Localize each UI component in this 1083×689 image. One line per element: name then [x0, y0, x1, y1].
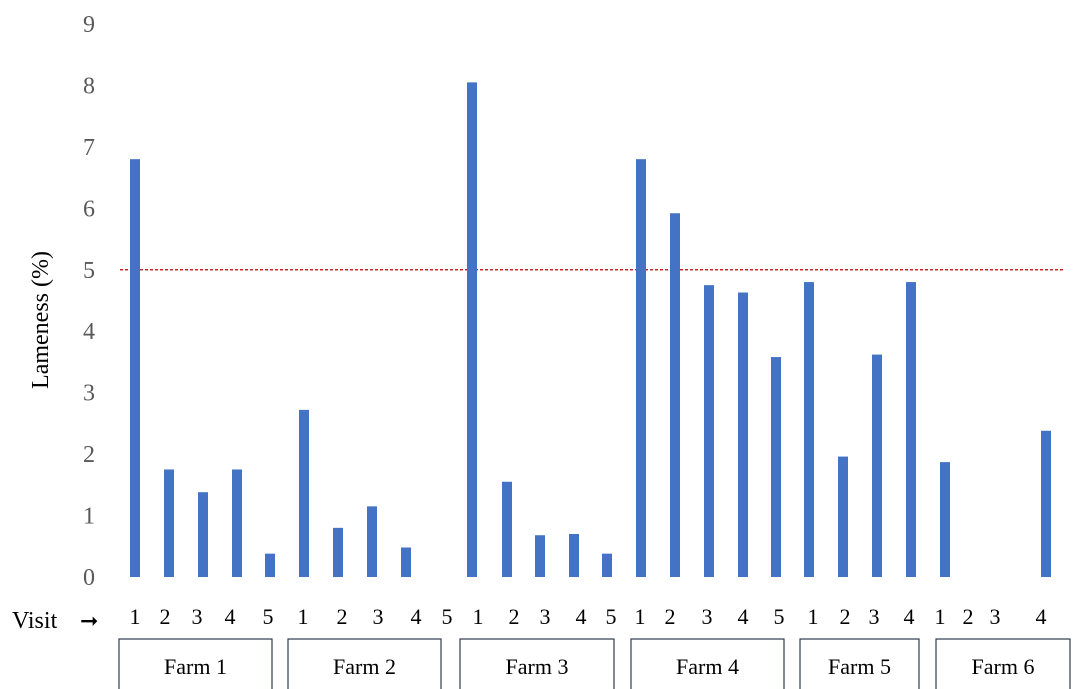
farm-labels: Farm 1 Farm 2 Farm 3 Farm 4 Farm 5 Farm 6: [118, 638, 1071, 689]
farm-label: Farm 5: [828, 654, 891, 679]
y-tick-label: 5: [83, 258, 95, 284]
visit-tick-label: 3: [540, 604, 551, 629]
farm-label: Farm 4: [676, 654, 739, 679]
bar: [1041, 430, 1051, 577]
y-tick-label: 3: [83, 381, 95, 407]
visit-axis-label: Visit: [12, 608, 58, 634]
visit-arrow-icon: ➞: [80, 609, 98, 634]
visit-tick-label: 1: [808, 604, 819, 629]
bar: [670, 213, 680, 577]
y-axis-title: Lameness (%): [28, 251, 54, 389]
bar: [872, 354, 882, 577]
bar: [940, 462, 950, 577]
visit-tick-label: 3: [702, 604, 713, 629]
bar: [906, 282, 916, 577]
bar: [502, 481, 512, 577]
bar: [164, 469, 174, 577]
visit-tick-label: 1: [635, 604, 646, 629]
visit-tick-label: 3: [192, 604, 203, 629]
bar: [535, 535, 545, 577]
farm-box: [935, 638, 1071, 689]
bar: [401, 547, 411, 577]
y-tick-label: 6: [83, 196, 95, 222]
visit-tick-label: 2: [509, 604, 520, 629]
farm-label: Farm 2: [333, 654, 396, 679]
farm-box: [287, 638, 442, 689]
bar: [299, 409, 309, 577]
visit-tick-label: 2: [160, 604, 171, 629]
bar: [232, 469, 242, 577]
bar: [467, 82, 477, 577]
visit-tick-label: 3: [373, 604, 384, 629]
visit-tick-label: 4: [225, 604, 236, 629]
y-tick-label: 9: [83, 12, 95, 38]
farm-box: [630, 638, 785, 689]
visit-tick-label: 5: [606, 604, 617, 629]
visit-tick-label: 4: [738, 604, 749, 629]
bar: [569, 533, 579, 577]
bar: [738, 292, 748, 577]
visit-tick-label: 5: [774, 604, 785, 629]
visit-tick-label: 2: [665, 604, 676, 629]
bars: [130, 82, 1051, 577]
bar: [602, 553, 612, 577]
visit-tick-label: 4: [576, 604, 587, 629]
bar: [367, 506, 377, 577]
bar: [265, 553, 275, 577]
visit-tick-label: 1: [473, 604, 484, 629]
y-axis: 0 1 2 3 4 5 6 7 8 9: [83, 12, 95, 591]
farm-label: Farm 1: [164, 654, 227, 679]
visit-tick-label: 2: [337, 604, 348, 629]
farm-box: [799, 638, 920, 689]
bar: [771, 357, 781, 577]
visit-tick-label: 3: [869, 604, 880, 629]
farm-box: [118, 638, 273, 689]
visit-tick-label: 1: [935, 604, 946, 629]
visit-tick-label: 1: [298, 604, 309, 629]
visit-tick-label: 1: [130, 604, 141, 629]
y-tick-label: 4: [83, 319, 95, 345]
visit-tick-label: 5: [263, 604, 274, 629]
bar: [804, 282, 814, 577]
y-tick-label: 7: [83, 135, 95, 161]
y-tick-label: 8: [83, 73, 95, 99]
visit-tick-label: 2: [840, 604, 851, 629]
bar: [636, 159, 646, 577]
visit-tick-label: 5: [442, 604, 453, 629]
bar: [838, 456, 848, 577]
y-tick-label: 0: [83, 565, 95, 591]
visit-tick-label: 2: [963, 604, 974, 629]
y-tick-label: 2: [83, 442, 95, 468]
bar: [704, 285, 714, 577]
visit-tick-label: 4: [904, 604, 915, 629]
visit-tick-label: 4: [411, 604, 422, 629]
y-tick-label: 1: [83, 504, 95, 530]
visit-tick-label: 3: [990, 604, 1001, 629]
bar: [198, 492, 208, 577]
bar: [130, 159, 140, 577]
bar: [333, 527, 343, 577]
farm-label: Farm 3: [506, 654, 569, 679]
farm-box: [459, 638, 615, 689]
visit-tick-label: 4: [1036, 604, 1047, 629]
farm-label: Farm 6: [972, 654, 1035, 679]
